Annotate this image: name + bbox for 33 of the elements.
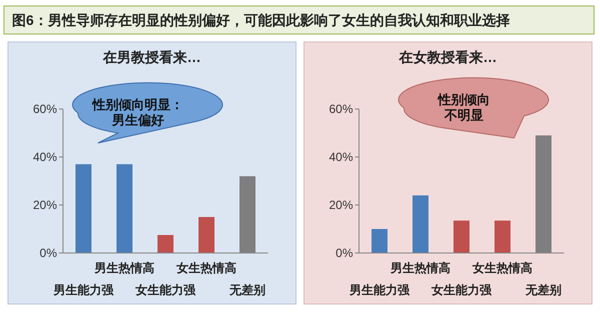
annotation: 性别倾向明显：	[92, 97, 184, 112]
x-tick-label: 女生能力强	[430, 283, 492, 297]
annotation: 男生偏好	[111, 112, 164, 128]
x-tick-label: 女生能力强	[134, 283, 196, 297]
bar	[454, 220, 470, 253]
y-tick-label: 40%	[32, 150, 58, 164]
chart-title: 在男教授看来…	[102, 49, 201, 65]
bar	[412, 195, 428, 253]
y-tick-label: 20%	[32, 198, 58, 212]
bar	[372, 229, 388, 253]
text: 性别倾向	[437, 92, 490, 107]
y-tick-label: 60%	[328, 102, 354, 116]
y-tick-label: 60%	[32, 102, 58, 116]
x-tick-label: 男生能力强	[348, 283, 410, 297]
y-tick-label: 0%	[336, 246, 354, 260]
x-tick-label: 女生热情高	[472, 261, 532, 275]
x-tick-label: 男生热情高	[390, 261, 450, 275]
bar	[158, 235, 174, 253]
annotation: 不明显	[444, 108, 484, 123]
x-tick-label: 男生热情高	[94, 261, 154, 275]
bar	[494, 220, 510, 253]
y-tick-label: 20%	[328, 198, 354, 212]
x-tick-label: 女生热情高	[176, 261, 236, 275]
bar	[198, 217, 214, 253]
caption: 图6：男性导师存在明显的性别偏好，可能因此影响了女生的自我认知和职业选择	[12, 12, 510, 28]
bar	[116, 164, 132, 253]
bar	[76, 164, 92, 253]
x-tick-label: 无差别	[524, 283, 562, 297]
x-tick-label: 男生能力强	[52, 283, 114, 297]
y-tick-label: 0%	[40, 246, 58, 260]
x-tick-label: 无差别	[228, 283, 266, 297]
chart-title: 在女教授看来…	[398, 49, 497, 65]
y-tick-label: 40%	[328, 150, 354, 164]
